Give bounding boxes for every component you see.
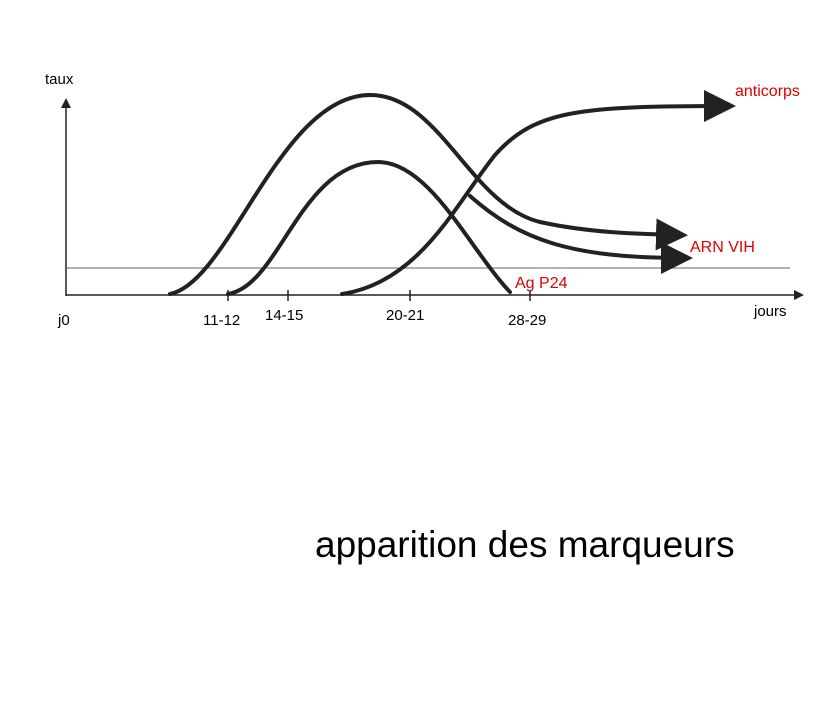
tick-marks <box>227 290 531 301</box>
x-tick-label: j0 <box>57 312 70 329</box>
arn-curve <box>168 92 688 296</box>
curve-label: anticorps <box>735 83 800 100</box>
arn-curve-2 <box>468 194 693 274</box>
p24-curve <box>226 159 512 296</box>
y-axis-label: taux <box>45 71 74 88</box>
anticorps-curve <box>340 90 736 296</box>
x-tick-label: 11-12 <box>203 312 240 329</box>
x-tick-label: 28-29 <box>508 312 546 329</box>
x-tick-label: 20-21 <box>386 307 424 324</box>
x-tick-label: 14-15 <box>265 307 303 324</box>
curve-label: ARN VIH <box>690 239 755 256</box>
title: apparition des marqueurs <box>315 524 735 565</box>
curve-label: Ag P24 <box>515 275 568 292</box>
x-axis-label: jours <box>753 303 787 320</box>
